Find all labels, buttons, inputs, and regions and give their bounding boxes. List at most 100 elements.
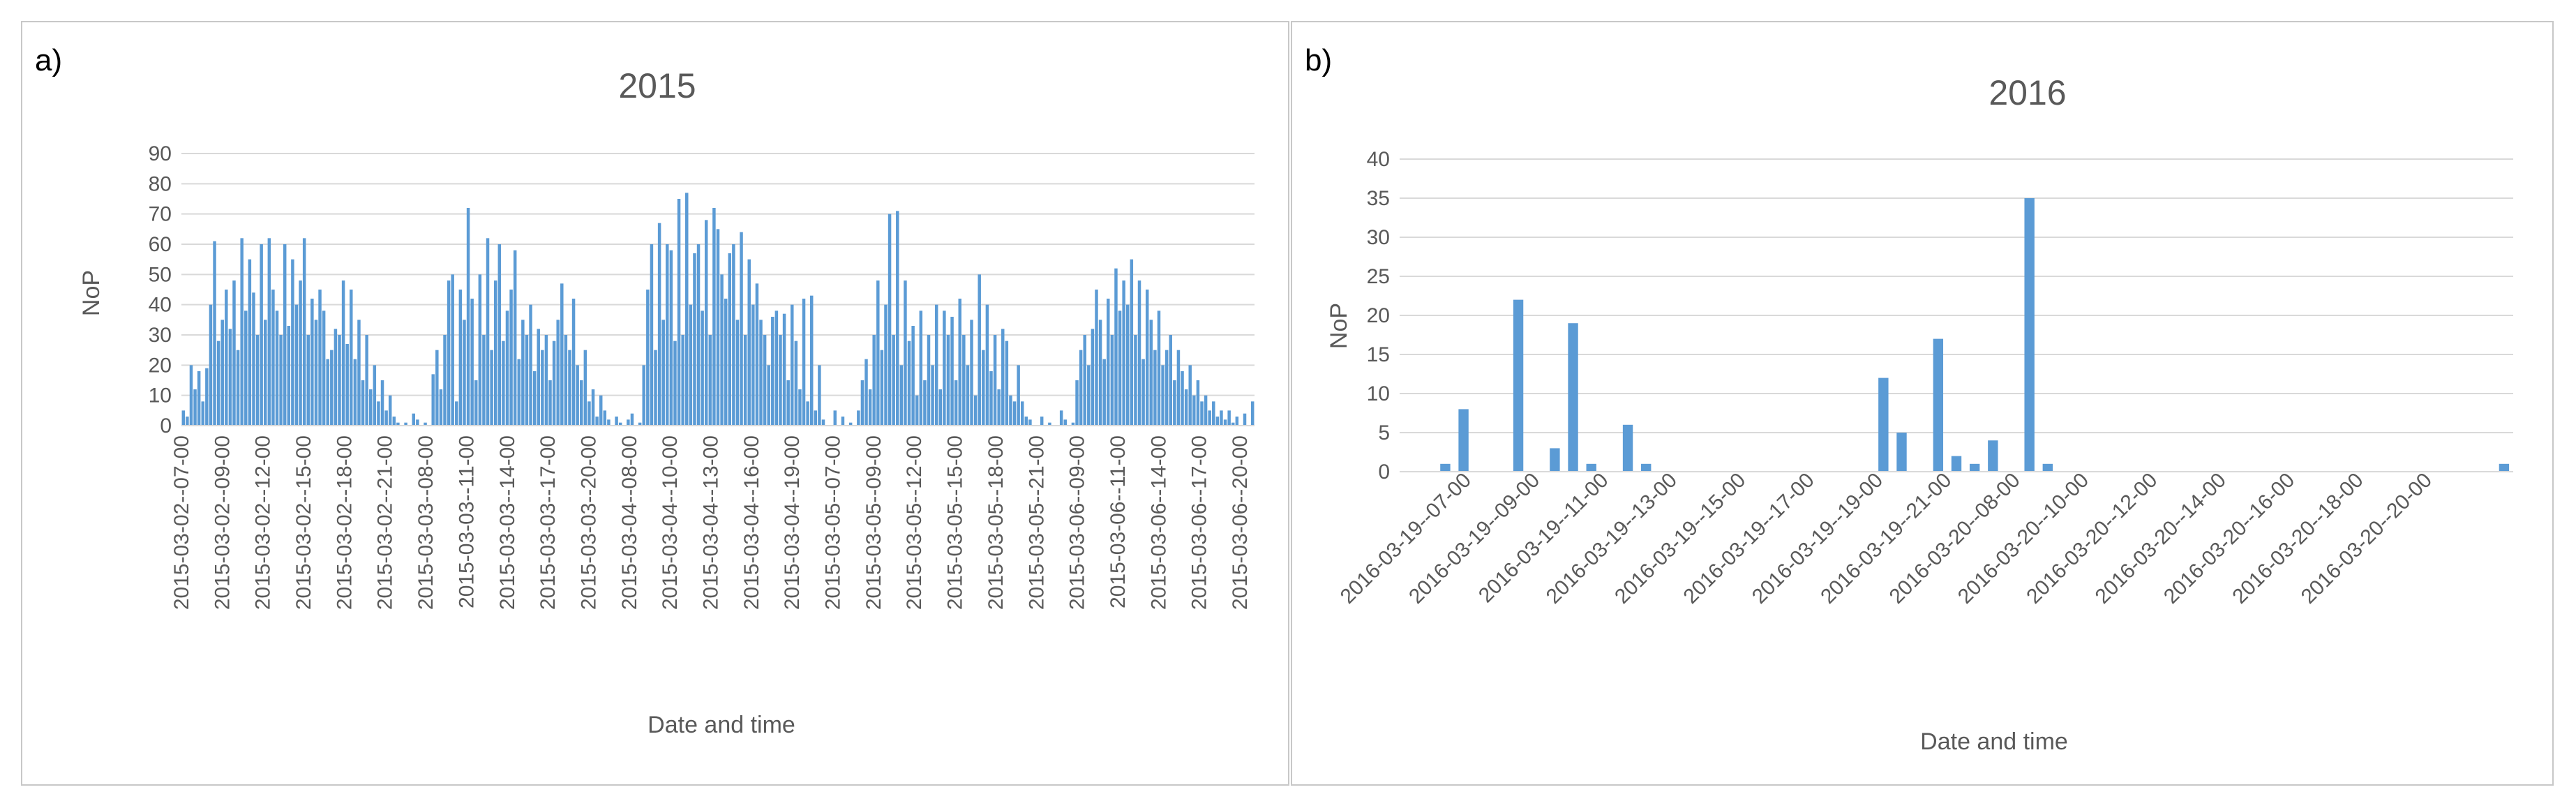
- y-tick-label: 40: [149, 294, 172, 317]
- bar: [396, 422, 400, 426]
- panel-label: a): [35, 43, 63, 77]
- y-tick-label: 50: [149, 263, 172, 286]
- x-tick-label: 2015-03-05--09-00: [862, 435, 885, 610]
- bar: [802, 299, 806, 426]
- bar: [255, 335, 260, 426]
- bar: [1212, 401, 1215, 426]
- bar: [618, 422, 622, 426]
- bar: [1130, 259, 1134, 426]
- bar: [1641, 463, 1652, 472]
- bar: [1878, 377, 1889, 472]
- bar: [1040, 417, 1044, 426]
- bar: [404, 422, 407, 426]
- bar: [271, 290, 275, 426]
- bar: [458, 290, 463, 426]
- bar: [580, 380, 583, 426]
- bar: [357, 320, 361, 426]
- bar: [552, 341, 556, 426]
- bar: [1440, 463, 1451, 472]
- bar: [228, 329, 232, 426]
- bar: [353, 359, 357, 426]
- bar: [1622, 424, 1633, 472]
- bar: [821, 419, 825, 426]
- bar: [946, 335, 950, 426]
- bar: [767, 365, 770, 426]
- bar: [982, 350, 985, 426]
- y-axis-title: NoP: [1326, 303, 1352, 349]
- bar: [236, 350, 240, 426]
- bar: [330, 350, 334, 426]
- x-tick-label: 2015-03-03--08-00: [414, 435, 437, 610]
- bar: [868, 389, 872, 426]
- bar: [1137, 280, 1141, 426]
- bar: [681, 335, 684, 426]
- bar: [1181, 371, 1184, 426]
- bar: [1513, 299, 1524, 472]
- bar: [1098, 320, 1102, 426]
- y-tick-label: 0: [160, 414, 172, 437]
- bar: [193, 389, 197, 426]
- bar: [541, 350, 544, 426]
- bar: [857, 410, 860, 426]
- bar: [1012, 401, 1017, 426]
- bar: [310, 299, 314, 426]
- bar: [334, 329, 338, 426]
- bar: [747, 259, 751, 426]
- x-tick-label: 2016-03-20--10-00: [1954, 469, 2093, 608]
- bar: [439, 389, 443, 426]
- chart-panel-2016: b) 2016 0 5 10 15 20 25 30 35 40 2016-03-19--07-00…: [1291, 21, 2554, 786]
- bar: [735, 320, 740, 426]
- bar: [993, 335, 997, 426]
- bar: [599, 395, 603, 426]
- bar: [416, 419, 419, 426]
- bar: [1157, 311, 1161, 426]
- bar: [708, 335, 712, 426]
- bar: [377, 401, 380, 426]
- bar: [973, 395, 978, 426]
- bar: [603, 410, 607, 426]
- bar: [201, 401, 204, 426]
- bar: [915, 395, 919, 426]
- bar: [1009, 395, 1012, 426]
- bar: [1208, 410, 1211, 426]
- panel-label: b): [1305, 43, 1333, 77]
- bar: [2024, 198, 2035, 472]
- y-tick-label: 20: [1367, 304, 1390, 327]
- y-tick-label: 10: [149, 384, 172, 407]
- x-tick-label: 2015-03-03--14-00: [496, 435, 519, 610]
- bar: [864, 359, 868, 426]
- bar: [1223, 419, 1227, 426]
- y-tick-label: 35: [1367, 187, 1390, 210]
- chart-2016-svg: 201605101520253035402016-03-19--07-00201…: [1326, 73, 2513, 755]
- bar: [189, 365, 193, 426]
- bar: [443, 335, 447, 426]
- x-tick-label: 2015-03-04--19-00: [781, 435, 804, 610]
- bar: [525, 335, 529, 426]
- bar: [1149, 320, 1153, 426]
- bar: [205, 368, 209, 426]
- bar: [583, 350, 587, 426]
- bar: [1071, 422, 1075, 426]
- bar: [1204, 395, 1208, 426]
- bar: [1568, 323, 1578, 472]
- bar: [1091, 329, 1095, 426]
- bar: [361, 380, 365, 426]
- x-tick-label: 2015-03-05--12-00: [903, 435, 926, 610]
- x-tick-label: 2015-03-02--12-00: [252, 435, 275, 610]
- bar: [642, 365, 645, 426]
- bar: [985, 304, 989, 426]
- bar: [595, 417, 599, 426]
- bar: [388, 395, 392, 426]
- bar: [294, 304, 299, 426]
- y-tick-label: 15: [1367, 343, 1390, 366]
- bar: [615, 417, 618, 426]
- bar: [896, 211, 899, 426]
- y-tick-label: 70: [149, 203, 172, 226]
- bar: [943, 311, 946, 426]
- x-tick-label: 2015-03-04--13-00: [700, 435, 723, 610]
- chart-panel-2015: a) 2015 0 10 20 30 40 50 60 70 80 90 2015-03-02--07…: [21, 21, 1289, 786]
- bar: [267, 238, 271, 426]
- bar: [1102, 359, 1106, 426]
- bar: [888, 214, 892, 426]
- bar: [654, 350, 657, 426]
